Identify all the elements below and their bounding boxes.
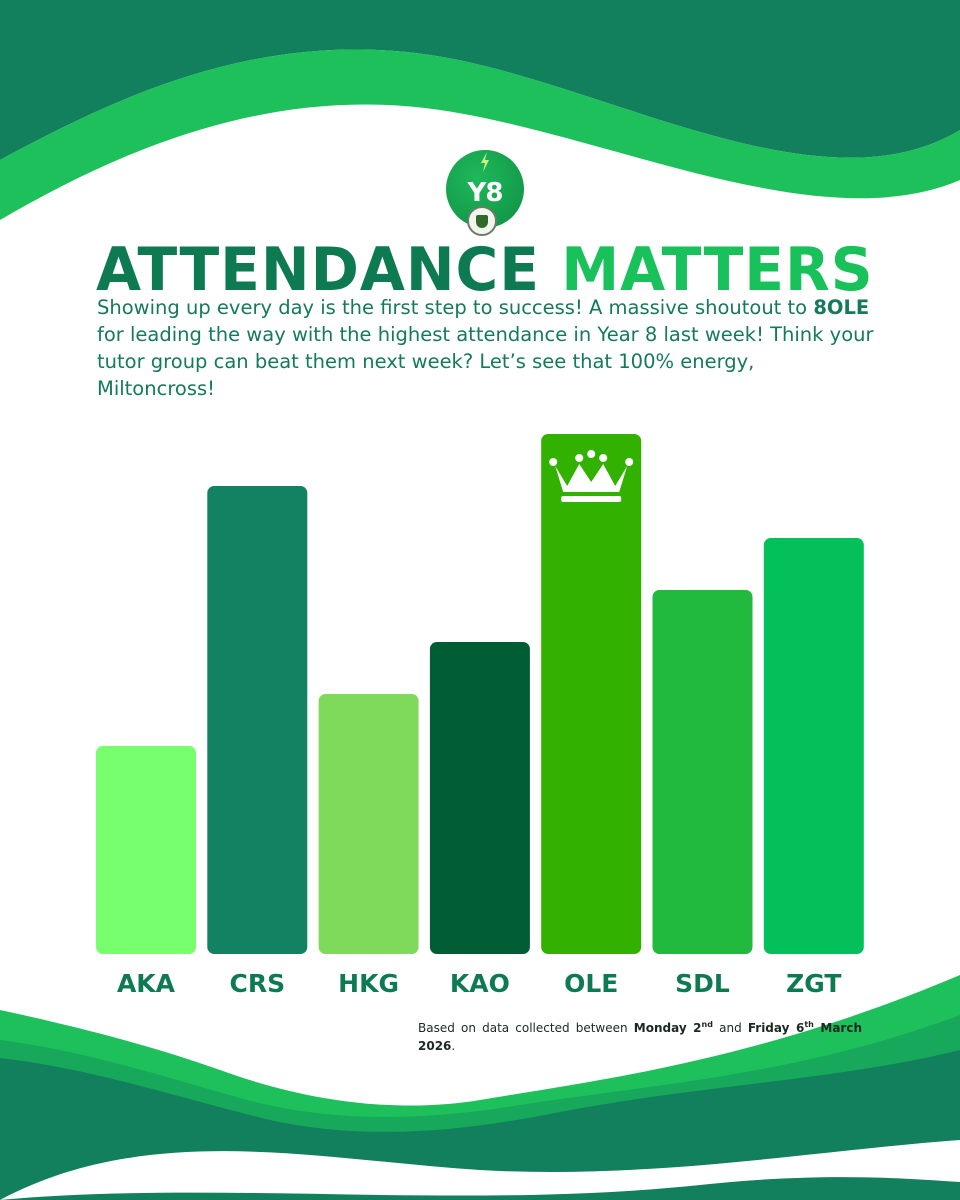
x-label-crs: CRS xyxy=(229,969,285,998)
attendance-bar-chart: AKA CRS HKG KAO OLE SDL ZGT xyxy=(96,434,864,998)
school-crest-icon xyxy=(467,206,497,236)
intro-before: Showing up every day is the first step t… xyxy=(97,296,814,319)
footnote-start: Monday 2nd xyxy=(633,1020,713,1035)
top-wave-dark xyxy=(0,0,960,160)
footnote-start-sup: nd xyxy=(701,1020,713,1029)
bottom-wave-base xyxy=(0,1177,960,1200)
footnote-end: Friday 6th March 2026 xyxy=(418,1020,862,1053)
title-part-2: MATTERS xyxy=(561,235,874,305)
data-footnote: Based on data collected between Monday 2… xyxy=(418,1016,862,1055)
crest-shield xyxy=(476,214,488,228)
x-label-aka: AKA xyxy=(117,969,176,998)
bar-ole xyxy=(541,434,642,954)
x-label-kao: KAO xyxy=(450,969,510,998)
footnote-period: . xyxy=(451,1039,456,1053)
footnote-end-sup: th xyxy=(804,1020,814,1029)
top-wave-light xyxy=(0,49,960,220)
page-title: ATTENDANCE MATTERS xyxy=(96,232,874,308)
crown-icon xyxy=(549,450,634,502)
footnote-text-1: Based on data collected between xyxy=(418,1021,634,1035)
bar-kao xyxy=(429,642,530,954)
badge-label: Y8 xyxy=(467,178,504,208)
bar-sdl xyxy=(652,590,753,954)
x-label-zgt: ZGT xyxy=(786,969,841,998)
x-label-ole: OLE xyxy=(564,969,618,998)
bar-crs xyxy=(207,486,308,954)
footnote-end-day: Friday 6 xyxy=(747,1021,805,1035)
x-label-hkg: HKG xyxy=(338,969,399,998)
footnote-start-day: Monday 2 xyxy=(633,1021,702,1035)
title-part-1: ATTENDANCE xyxy=(96,235,540,305)
x-label-sdl: SDL xyxy=(675,969,730,998)
bar-hkg xyxy=(318,694,419,954)
bar-aka xyxy=(96,746,196,954)
footnote-text-2: and xyxy=(712,1021,748,1035)
intro-text: Showing up every day is the first step t… xyxy=(97,294,877,402)
bar-zgt xyxy=(763,538,864,954)
lightning-icon xyxy=(481,152,489,172)
footnote-end-rest: March 2026 xyxy=(418,1021,862,1053)
intro-highlight: 8OLE xyxy=(813,296,870,319)
intro-after: for leading the way with the highest att… xyxy=(97,323,874,400)
